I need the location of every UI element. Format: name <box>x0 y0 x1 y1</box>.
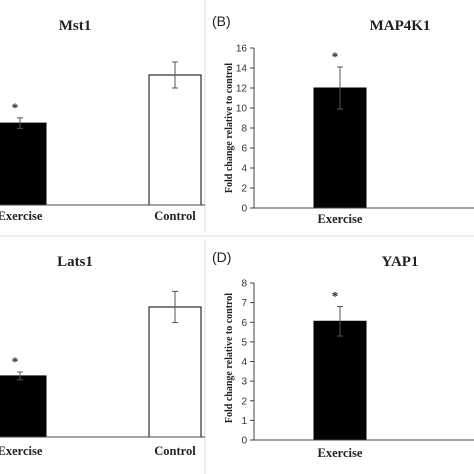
bar-marks: * <box>0 290 202 438</box>
significance-marker: * <box>332 49 339 64</box>
error-bar <box>337 306 343 337</box>
category-label: Exercise <box>318 446 363 460</box>
y-tick-label: 0 <box>241 204 247 215</box>
y-tick-label: 5 <box>241 337 247 348</box>
bar <box>0 122 47 206</box>
error-bar <box>172 290 178 324</box>
y-ticks: 0 1 2 3 4 5 6 7 8 <box>241 279 254 447</box>
panel-map4k1: (B) MAP4K1 Fold change relative to contr… <box>212 13 474 226</box>
category-label: Exercise <box>0 209 43 223</box>
panel-lats1: Lats1 * Exercise Control <box>0 254 205 458</box>
y-tick-label: 16 <box>236 44 248 55</box>
category-label: Exercise <box>318 212 363 226</box>
bar-marks: * <box>313 49 367 209</box>
error-bar <box>337 66 343 110</box>
category-label: Control <box>154 444 196 458</box>
y-axis-label: Fold change relative to control <box>224 63 235 193</box>
y-tick-label: 1 <box>241 416 247 427</box>
y-tick-label: 4 <box>241 357 247 368</box>
significance-marker: * <box>12 100 19 115</box>
y-tick-label: 6 <box>241 318 247 329</box>
error-bar <box>172 61 178 89</box>
y-tick-label: 3 <box>241 377 247 388</box>
y-tick-label: 7 <box>241 298 247 309</box>
y-ticks: 0 2 4 6 8 10 12 14 16 <box>236 44 254 215</box>
y-tick-label: 8 <box>241 124 247 135</box>
panel-title: MAP4K1 <box>370 18 431 34</box>
y-tick-label: 12 <box>236 84 248 95</box>
y-axis-label: Fold change relative to control <box>224 293 235 423</box>
panel-yap1: (D) YAP1 Fold change relative to control… <box>212 249 474 460</box>
panel-title: Lats1 <box>57 254 93 270</box>
error-bar <box>17 371 23 381</box>
y-tick-label: 0 <box>241 436 247 447</box>
panel-mst1: Mst1 * Exercise Control <box>0 18 205 223</box>
panel-label: (D) <box>212 249 231 265</box>
error-bar <box>17 117 23 129</box>
panel-title: Mst1 <box>59 18 92 34</box>
y-tick-label: 2 <box>241 184 247 195</box>
bar <box>148 74 202 206</box>
significance-marker: * <box>332 289 339 304</box>
panel-label: (B) <box>212 13 231 29</box>
y-tick-label: 8 <box>241 279 247 290</box>
y-tick-label: 4 <box>241 164 247 175</box>
bar <box>0 375 47 438</box>
bar <box>313 320 367 441</box>
category-label: Exercise <box>0 444 43 458</box>
y-tick-label: 10 <box>236 104 248 115</box>
bar <box>148 306 202 438</box>
bar-marks: * <box>0 61 202 206</box>
y-tick-label: 6 <box>241 144 247 155</box>
y-tick-label: 14 <box>236 64 248 75</box>
bar-marks: * <box>313 289 367 441</box>
panel-title: YAP1 <box>382 254 419 270</box>
significance-marker: * <box>12 354 19 369</box>
category-label: Control <box>154 209 196 223</box>
y-tick-label: 2 <box>241 396 247 407</box>
